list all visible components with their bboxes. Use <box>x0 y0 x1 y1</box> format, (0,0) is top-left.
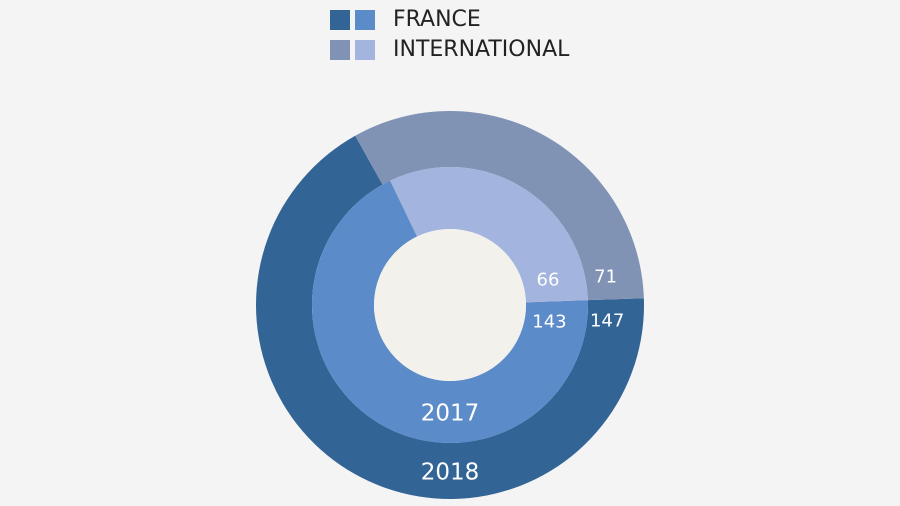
value-label: 147 <box>590 311 624 332</box>
ring-label: 2017 <box>421 401 480 427</box>
donut-slice <box>355 110 644 301</box>
donut-hole <box>374 229 526 381</box>
legend-swatch <box>355 10 375 30</box>
donut-slice <box>312 180 589 444</box>
legend-label: FRANCE <box>393 7 481 32</box>
legend-swatch <box>330 40 350 60</box>
legend-swatch <box>330 10 350 30</box>
donut-slice <box>390 166 588 303</box>
ring-label: 2018 <box>421 460 480 486</box>
value-label: 71 <box>594 267 617 288</box>
value-label: 66 <box>537 270 560 291</box>
legend-swatch <box>355 40 375 60</box>
legend-label: INTERNATIONAL <box>393 37 570 62</box>
value-label: 143 <box>532 312 566 333</box>
donut-slice <box>256 135 644 499</box>
